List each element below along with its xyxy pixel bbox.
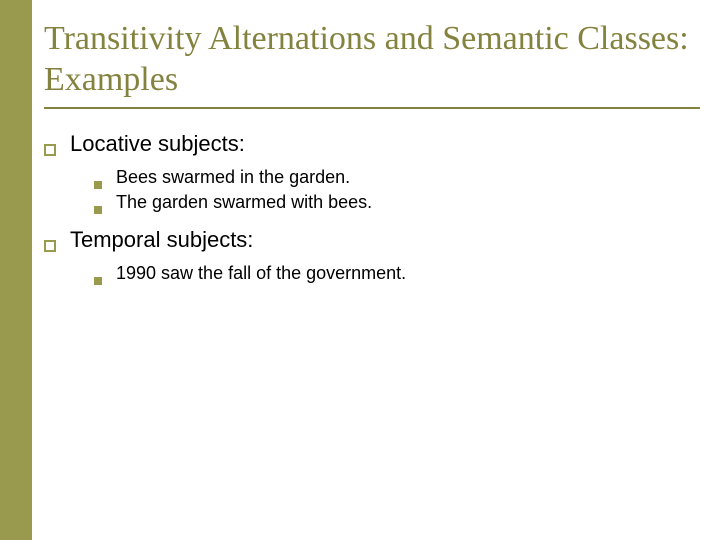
list-item: Bees swarmed in the garden. bbox=[94, 167, 700, 188]
section-header: Locative subjects: bbox=[44, 131, 700, 157]
list-item-text: Bees swarmed in the garden. bbox=[116, 167, 350, 188]
subitem-list: Bees swarmed in the garden. The garden s… bbox=[94, 167, 700, 213]
section-temporal: Temporal subjects: 1990 saw the fall of … bbox=[44, 227, 700, 284]
slide-title: Transitivity Alternations and Semantic C… bbox=[44, 18, 700, 109]
slide-content: Transitivity Alternations and Semantic C… bbox=[44, 18, 700, 298]
list-item-text: The garden swarmed with bees. bbox=[116, 192, 372, 213]
hollow-square-bullet-icon bbox=[44, 240, 56, 252]
side-accent-bar bbox=[0, 0, 32, 540]
section-label: Temporal subjects: bbox=[70, 227, 253, 253]
subitem-list: 1990 saw the fall of the government. bbox=[94, 263, 700, 284]
solid-square-bullet-icon bbox=[94, 277, 102, 285]
solid-square-bullet-icon bbox=[94, 206, 102, 214]
section-locative: Locative subjects: Bees swarmed in the g… bbox=[44, 131, 700, 213]
solid-square-bullet-icon bbox=[94, 181, 102, 189]
section-header: Temporal subjects: bbox=[44, 227, 700, 253]
list-item: 1990 saw the fall of the government. bbox=[94, 263, 700, 284]
hollow-square-bullet-icon bbox=[44, 144, 56, 156]
list-item: The garden swarmed with bees. bbox=[94, 192, 700, 213]
section-label: Locative subjects: bbox=[70, 131, 245, 157]
list-item-text: 1990 saw the fall of the government. bbox=[116, 263, 406, 284]
